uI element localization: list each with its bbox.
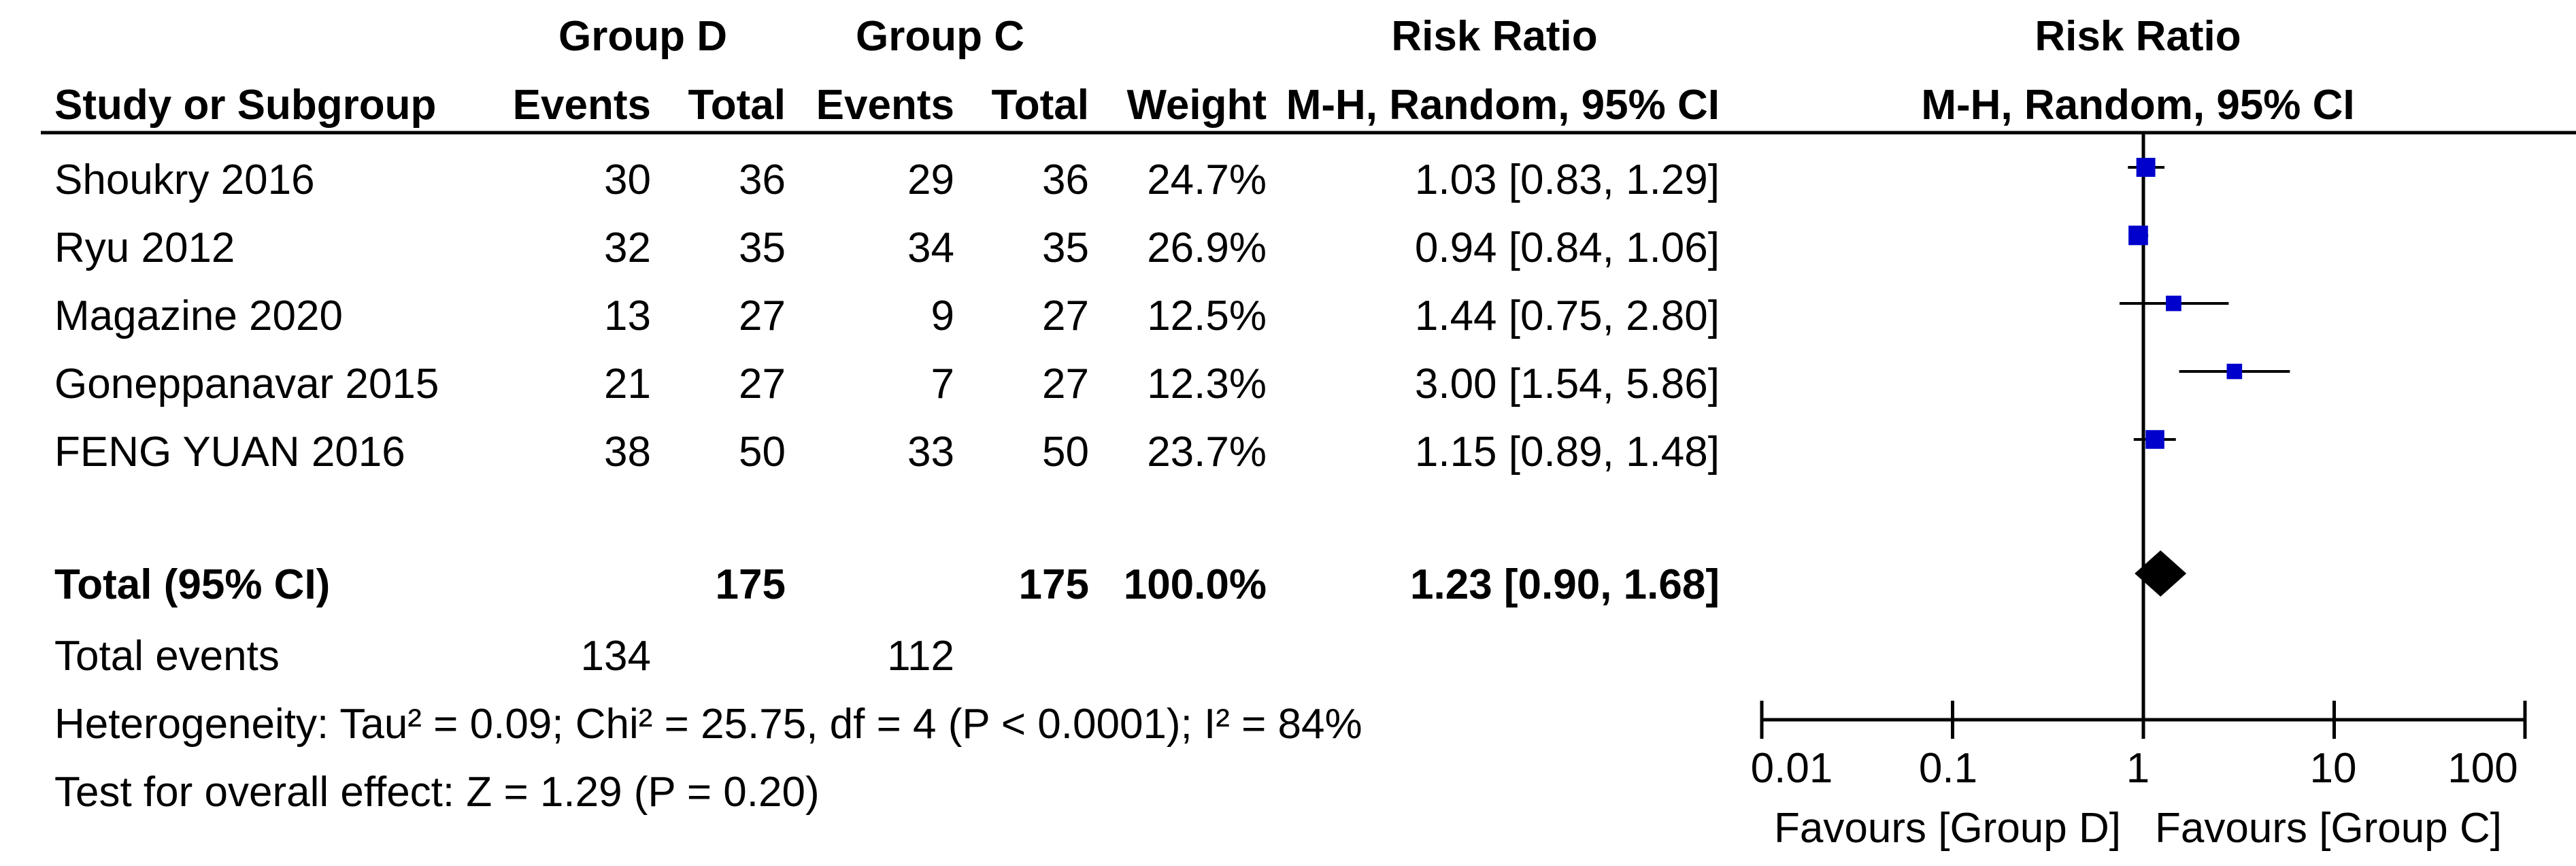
weight: 26.9% [1147, 224, 1267, 271]
risk-ratio-ci: 1.44 [0.75, 2.80] [1415, 293, 1720, 339]
risk-ratio-table-header: Risk Ratio [1391, 13, 1597, 60]
point-estimate-marker [2166, 295, 2181, 312]
events-d: 32 [604, 224, 651, 271]
point-estimate-marker [2226, 363, 2243, 380]
study-row: Magazine 2020 13 27 9 27 12.5% 1.44 [0.7… [54, 293, 1720, 339]
study-name: Shoukry 2016 [54, 156, 315, 203]
study-name: Ryu 2012 [54, 224, 235, 271]
group-c-header: Group C [856, 13, 1024, 60]
total-c: 27 [1042, 293, 1089, 339]
total-d: 27 [739, 361, 786, 407]
total-events-row: Total events 134 112 [54, 633, 954, 680]
forest-graphics [1760, 133, 2527, 739]
weight: 23.7% [1147, 429, 1267, 476]
study-name: FENG YUAN 2016 [54, 429, 405, 476]
events-c: 34 [907, 224, 954, 271]
axis-tick-label: 0.1 [1919, 745, 1977, 792]
total-row: Total (95% CI) 175 175 100.0% 1.23 [0.90… [54, 561, 1720, 608]
pooled-ci: 1.23 [0.90, 1.68] [1410, 561, 1720, 608]
pooled-estimate-diamond [2135, 550, 2187, 597]
events-c: 29 [907, 156, 954, 203]
study-name: Goneppanavar 2015 [54, 361, 439, 407]
total-c: 36 [1042, 156, 1089, 203]
total-d: 27 [739, 293, 786, 339]
axis-tick-label: 0.01 [1751, 745, 1833, 792]
group-d-header: Group D [558, 13, 727, 60]
total-weight: 100.0% [1124, 561, 1267, 608]
risk-ratio-ci: 1.03 [0.83, 1.29] [1415, 156, 1720, 203]
total-d: 35 [739, 224, 786, 271]
events-c: 33 [907, 429, 954, 476]
total-d: 50 [739, 429, 786, 476]
axis-tick-label: 10 [2310, 745, 2357, 792]
risk-ratio-ci: 3.00 [1.54, 5.86] [1415, 361, 1720, 407]
total-d-header: Total [688, 82, 786, 129]
heterogeneity-text: Heterogeneity: Tau² = 0.09; Chi² = 25.75… [54, 701, 1362, 748]
total-c: 27 [1042, 361, 1089, 407]
total-events-c: 112 [887, 633, 954, 680]
events-d: 38 [604, 429, 651, 476]
weight-header: Weight [1127, 82, 1267, 129]
study-column-header: Study or Subgroup [54, 82, 436, 129]
study-name: Magazine 2020 [54, 293, 343, 339]
risk-ratio-ci: 1.15 [0.89, 1.48] [1415, 429, 1720, 476]
events-d: 30 [604, 156, 651, 203]
risk-ratio-plot-header: Risk Ratio [2035, 13, 2241, 60]
method-table-header: M-H, Random, 95% CI [1286, 82, 1720, 129]
total-d: 36 [739, 156, 786, 203]
study-row: Goneppanavar 2015 21 27 7 27 12.3% 3.00 … [54, 361, 1720, 407]
study-row: Ryu 2012 32 35 34 35 26.9% 0.94 [0.84, 1… [54, 224, 1720, 271]
point-estimate-marker [2136, 158, 2156, 177]
events-d: 13 [604, 293, 651, 339]
favours-left-label: Favours [Group D] [1774, 805, 2121, 852]
favours-right-label: Favours [Group C] [2155, 805, 2502, 852]
weight: 12.5% [1147, 293, 1267, 339]
events-d: 21 [604, 361, 651, 407]
axis-tick-label: 100 [2447, 745, 2518, 792]
point-estimate-marker [2145, 430, 2164, 449]
events-d-header: Events [513, 82, 651, 129]
total-c-header: Total [992, 82, 1090, 129]
events-c-header: Events [816, 82, 954, 129]
weight: 12.3% [1147, 361, 1267, 407]
total-c: 50 [1042, 429, 1089, 476]
method-plot-header: M-H, Random, 95% CI [1921, 82, 2354, 129]
study-row: Shoukry 2016 30 36 29 36 24.7% 1.03 [0.8… [54, 156, 1720, 203]
point-estimate-marker [2128, 225, 2148, 246]
axis-tick-label: 1 [2126, 745, 2150, 792]
total-c: 35 [1042, 224, 1089, 271]
study-row: FENG YUAN 2016 38 50 33 50 23.7% 1.15 [0… [54, 429, 1720, 476]
weight: 24.7% [1147, 156, 1267, 203]
total-events-d: 134 [581, 633, 651, 680]
total-d: 175 [716, 561, 786, 608]
overall-effect-text: Test for overall effect: Z = 1.29 (P = 0… [54, 769, 820, 816]
total-events-label: Total events [54, 633, 280, 680]
total-c: 175 [1019, 561, 1089, 608]
events-c: 7 [931, 361, 954, 407]
risk-ratio-ci: 0.94 [0.84, 1.06] [1415, 224, 1720, 271]
total-label: Total (95% CI) [54, 561, 330, 608]
events-c: 9 [931, 293, 954, 339]
